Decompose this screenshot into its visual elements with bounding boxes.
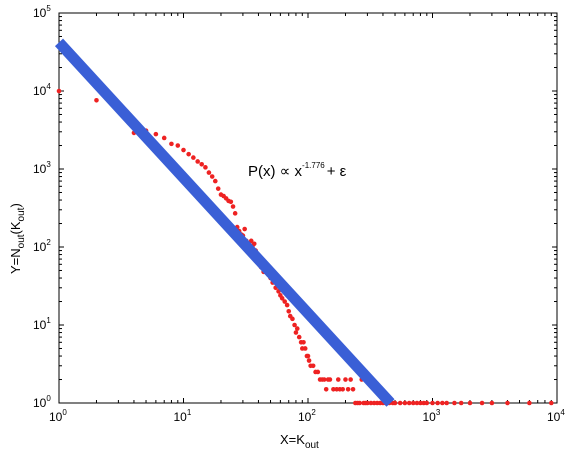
data-point	[191, 155, 196, 160]
data-point	[310, 363, 316, 369]
data-point	[161, 135, 167, 141]
data-point	[56, 88, 62, 94]
data-point	[368, 400, 374, 406]
data-point	[292, 322, 297, 328]
data-point	[305, 353, 311, 359]
data-point	[458, 400, 464, 406]
x-tick-label: 100	[49, 408, 67, 424]
y-tick-label: 101	[33, 316, 51, 332]
data-point	[242, 226, 247, 232]
data-point	[251, 241, 257, 247]
data-point	[230, 204, 236, 209]
data-point	[335, 377, 341, 382]
data-point	[301, 340, 306, 345]
data-point	[350, 386, 356, 392]
data-point	[505, 400, 510, 406]
tick-layer: 100 101 102 103 104 100 101 102 103 104 105	[33, 4, 565, 424]
data-point	[302, 346, 308, 351]
data-point	[279, 295, 285, 301]
fit-annotation: P(x) ∝ x-1.776 + ε	[248, 161, 347, 180]
data-point	[321, 377, 327, 382]
data-point	[315, 369, 321, 375]
data-point	[232, 211, 238, 216]
data-point	[410, 400, 416, 406]
data-point	[153, 131, 159, 137]
data-point	[343, 377, 348, 382]
data-point	[306, 358, 312, 363]
y-tick-label: 100	[33, 394, 51, 410]
data-point	[282, 299, 288, 304]
data-point	[549, 400, 554, 406]
x-tick-label: 101	[174, 408, 192, 424]
data-point	[199, 161, 204, 167]
data-point	[195, 159, 200, 164]
data-point	[397, 400, 403, 406]
data-point	[392, 400, 398, 406]
data-point	[348, 377, 353, 382]
x-tick-label: 102	[298, 408, 316, 424]
data-point	[406, 400, 412, 406]
data-point	[296, 334, 302, 340]
data-point	[286, 308, 292, 314]
data-point	[527, 400, 532, 406]
data-point	[290, 316, 295, 322]
data-point	[327, 377, 333, 382]
data-point	[414, 400, 420, 406]
data-point	[345, 386, 351, 392]
data-point	[215, 186, 221, 191]
data-point	[340, 386, 346, 392]
data-point	[452, 400, 457, 406]
data-point	[175, 143, 181, 148]
data-point	[294, 326, 300, 331]
data-point	[402, 400, 408, 406]
data-point	[206, 170, 212, 175]
data-point	[228, 199, 234, 205]
data-point	[424, 400, 430, 406]
y-axis-title: Y=Nout(Kout)	[8, 203, 27, 274]
data-point	[212, 178, 218, 184]
data-point	[323, 386, 329, 392]
y-tick-label: 103	[33, 160, 51, 176]
data-point	[489, 400, 495, 406]
data-point	[357, 400, 362, 406]
data-point	[293, 330, 299, 335]
data-point	[435, 400, 440, 406]
data-point	[248, 238, 254, 244]
data-point	[440, 400, 445, 406]
y-tick-label: 102	[33, 238, 51, 254]
data-point	[467, 400, 473, 406]
y-tick-label: 104	[33, 82, 51, 98]
data-point	[181, 147, 186, 153]
data-point	[169, 141, 174, 147]
data-point	[203, 165, 208, 170]
y-tick-label: 105	[33, 4, 51, 20]
data-point	[331, 386, 336, 392]
fit-line	[54, 38, 395, 407]
plot-frame	[58, 12, 558, 404]
x-tick-label: 103	[423, 408, 441, 424]
x-axis-title: X=Kout	[280, 432, 319, 451]
data-point	[284, 302, 290, 308]
data-point	[94, 97, 99, 103]
data-point	[444, 400, 449, 406]
data-point	[186, 151, 191, 157]
data-point	[479, 400, 485, 406]
data-point	[209, 174, 215, 179]
data-point	[418, 400, 423, 406]
x-tick-label: 104	[547, 408, 565, 424]
data-point	[365, 400, 370, 406]
data-point	[430, 400, 435, 406]
